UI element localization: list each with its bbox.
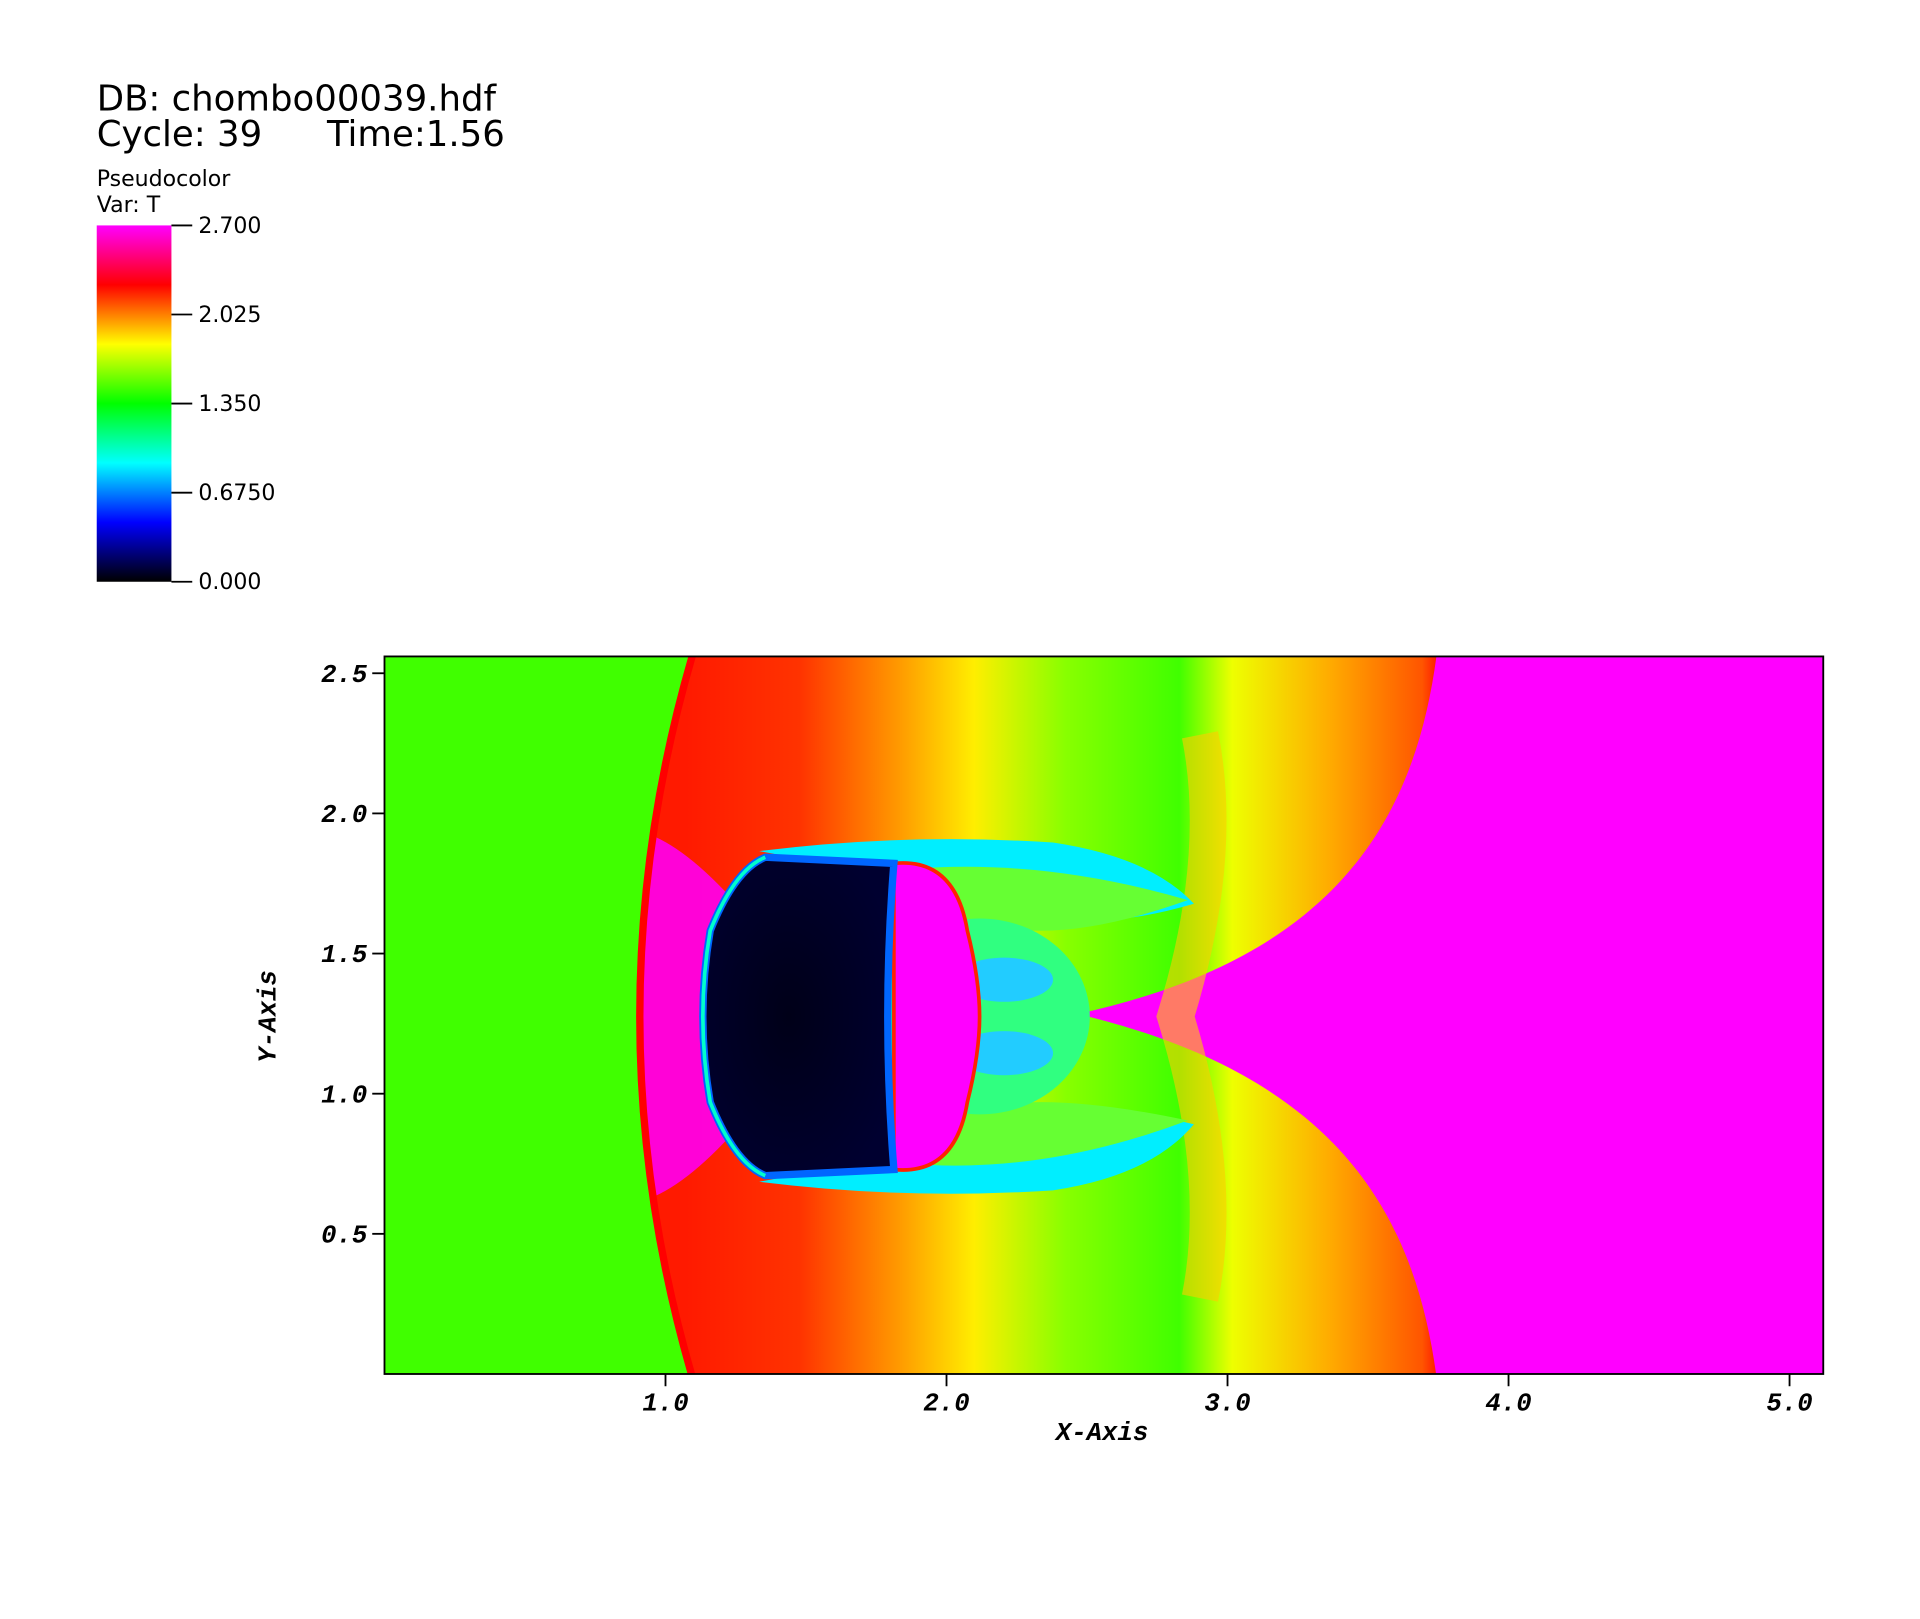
colorbar [96,225,172,582]
y-tick-label: 0.5 [321,1221,368,1250]
x-tick-label: 4.0 [1485,1390,1531,1419]
x-tick-label: 1.0 [642,1390,688,1419]
colorbar-tick-label: 1.350 [198,392,261,417]
variable-label: Var: T [97,193,161,218]
legend-title: Pseudocolor [97,167,232,192]
y-tick-label: 1.5 [321,941,368,970]
colorbar-tick-label: 2.025 [198,303,261,328]
plot-frame [383,655,1825,1375]
x-tick-label: 2.0 [923,1390,969,1419]
y-axis-label: Y-Axis [255,970,284,1063]
x-axis-label: X-Axis [1054,1419,1149,1448]
x-tick-label: 5.0 [1766,1390,1812,1419]
y-tick-label: 2.0 [321,801,367,830]
colorbar-tick-label: 2.700 [198,214,261,239]
database-label: DB: chombo00039.hdf [97,78,498,119]
cycle-label: Cycle: 39 [97,114,262,155]
colorbar-tick-label: 0.6750 [198,481,275,506]
y-tick-label: 2.5 [321,661,368,690]
colorbar-tick-label: 0.000 [198,570,261,595]
field [384,656,1824,1374]
time-label: Time:1.56 [326,114,505,155]
y-tick-label: 1.0 [321,1081,367,1110]
x-tick-label: 3.0 [1204,1390,1250,1419]
